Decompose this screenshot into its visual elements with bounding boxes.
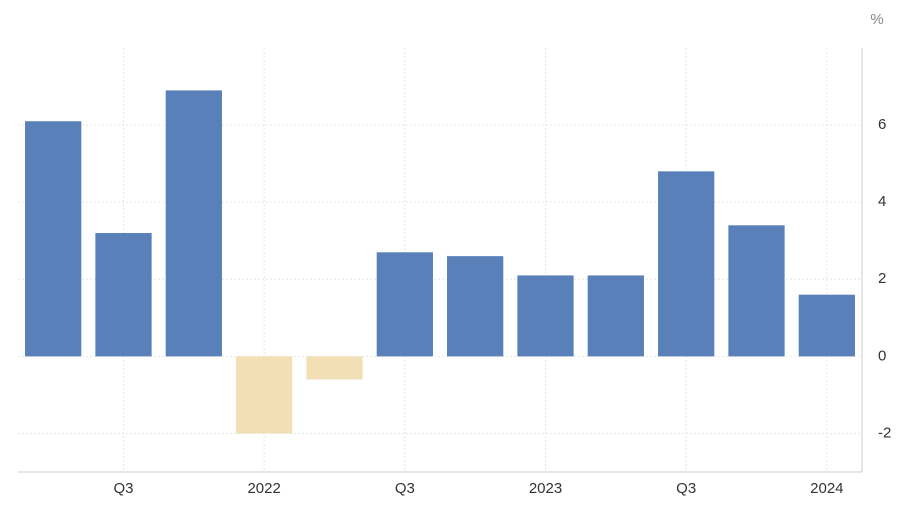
y-tick-label: 6 [878, 116, 886, 133]
bar [798, 294, 855, 357]
y-tick-label: -2 [878, 424, 891, 441]
bar [165, 90, 222, 357]
y-unit-label: % [870, 11, 883, 28]
bar [25, 121, 82, 357]
y-tick-label: 2 [878, 270, 886, 287]
bar [658, 171, 715, 357]
x-tick-label: 2022 [247, 480, 280, 497]
x-tick-label: Q3 [113, 480, 133, 497]
x-tick-label: 2024 [810, 480, 843, 497]
bar [236, 356, 293, 434]
bar [587, 275, 644, 357]
bar [306, 356, 363, 380]
bar [447, 256, 504, 357]
bar [517, 275, 574, 357]
bar [728, 225, 785, 357]
x-tick-label: 2023 [529, 480, 562, 497]
x-tick-label: Q3 [395, 480, 415, 497]
x-tick-label: Q3 [676, 480, 696, 497]
bar [95, 233, 152, 357]
y-tick-label: 4 [878, 193, 886, 210]
bar [376, 252, 433, 357]
y-tick-label: 0 [878, 347, 886, 364]
